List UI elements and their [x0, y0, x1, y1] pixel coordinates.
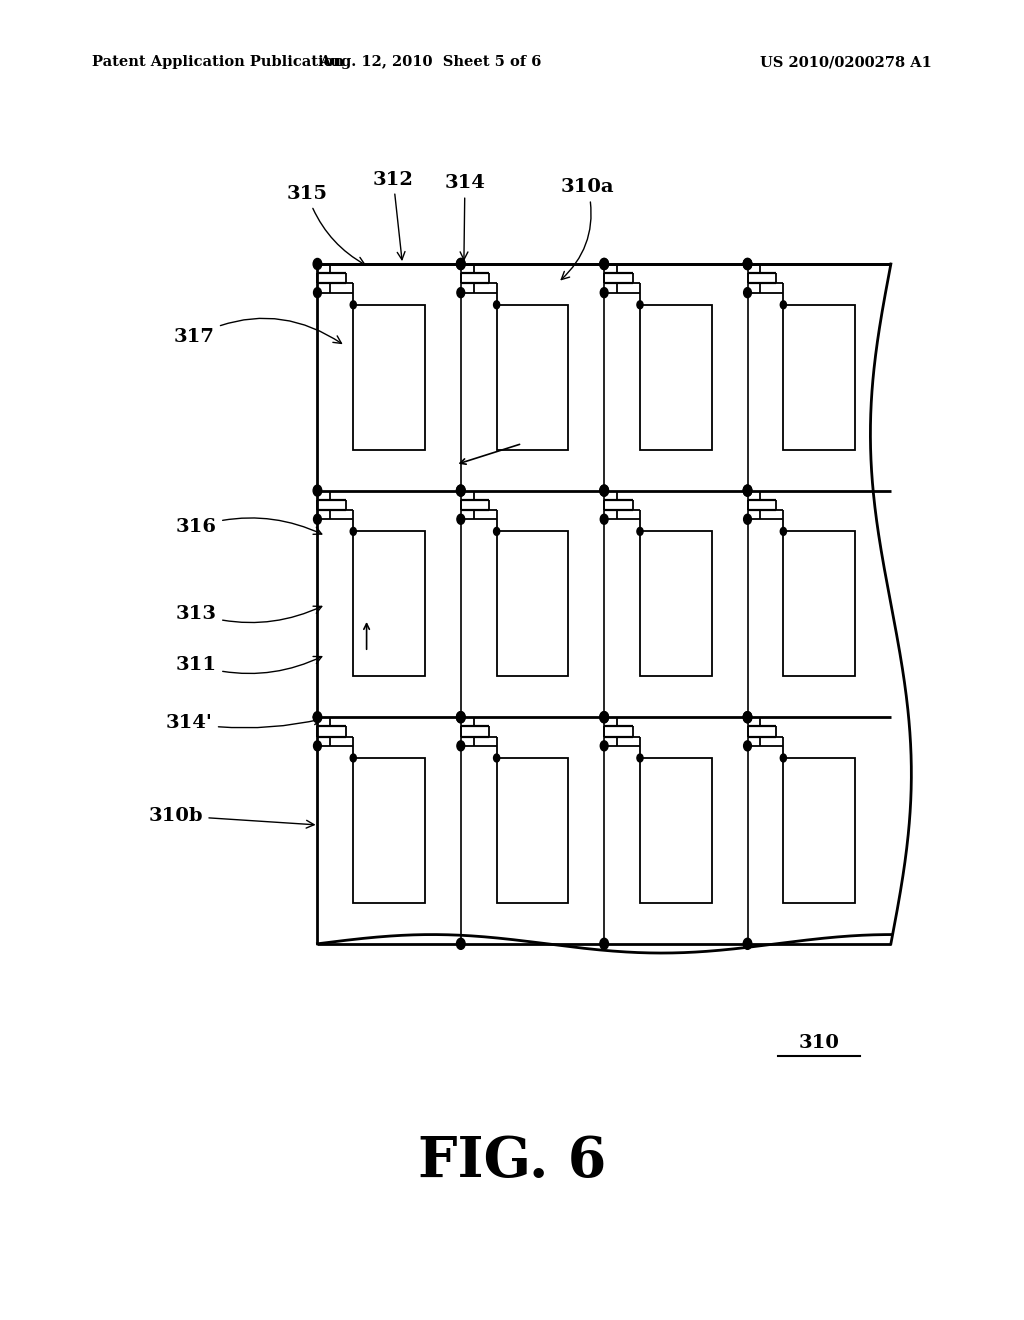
Circle shape: [350, 301, 356, 309]
Circle shape: [313, 741, 322, 751]
Text: 310b: 310b: [148, 807, 314, 828]
Circle shape: [313, 288, 322, 297]
Text: 310a: 310a: [561, 178, 614, 280]
Circle shape: [743, 515, 752, 524]
Circle shape: [780, 754, 786, 762]
Circle shape: [600, 288, 608, 297]
Text: FIG. 6: FIG. 6: [418, 1134, 606, 1189]
Text: 315: 315: [287, 185, 365, 264]
Bar: [353, 532, 425, 676]
Circle shape: [743, 939, 752, 949]
Circle shape: [600, 484, 608, 496]
Bar: [783, 305, 855, 450]
Circle shape: [600, 515, 608, 524]
Circle shape: [637, 528, 643, 536]
Circle shape: [457, 741, 465, 751]
Circle shape: [313, 259, 322, 269]
Bar: [640, 758, 712, 903]
Circle shape: [457, 259, 465, 269]
Circle shape: [457, 711, 465, 723]
Circle shape: [780, 301, 786, 309]
Circle shape: [780, 528, 786, 536]
Text: 313: 313: [176, 605, 322, 623]
Circle shape: [457, 484, 465, 496]
Circle shape: [600, 259, 608, 269]
Circle shape: [743, 259, 752, 269]
Circle shape: [600, 711, 608, 723]
Text: 317: 317: [174, 318, 341, 346]
Circle shape: [743, 259, 752, 269]
Circle shape: [743, 484, 752, 496]
Circle shape: [457, 288, 465, 297]
Circle shape: [494, 528, 500, 536]
Circle shape: [457, 939, 465, 949]
Circle shape: [313, 515, 322, 524]
Circle shape: [313, 484, 322, 496]
Text: 311: 311: [176, 656, 322, 675]
Bar: [783, 532, 855, 676]
Circle shape: [457, 711, 465, 723]
Text: 314: 314: [444, 174, 485, 260]
Circle shape: [637, 301, 643, 309]
Circle shape: [743, 288, 752, 297]
Circle shape: [600, 484, 608, 496]
Circle shape: [743, 711, 752, 723]
Circle shape: [600, 711, 608, 723]
Circle shape: [743, 711, 752, 723]
Text: 310: 310: [799, 1034, 840, 1052]
Text: Aug. 12, 2010  Sheet 5 of 6: Aug. 12, 2010 Sheet 5 of 6: [318, 55, 542, 69]
Text: 314': 314': [166, 714, 322, 733]
Circle shape: [457, 484, 465, 496]
Circle shape: [600, 741, 608, 751]
Bar: [497, 758, 568, 903]
Bar: [783, 758, 855, 903]
Circle shape: [637, 754, 643, 762]
Bar: [640, 532, 712, 676]
Text: US 2010/0200278 A1: US 2010/0200278 A1: [760, 55, 932, 69]
Text: 316: 316: [176, 517, 322, 536]
Circle shape: [743, 484, 752, 496]
Circle shape: [350, 754, 356, 762]
Bar: [497, 532, 568, 676]
Bar: [353, 305, 425, 450]
Circle shape: [457, 515, 465, 524]
Circle shape: [350, 528, 356, 536]
Circle shape: [600, 259, 608, 269]
Circle shape: [457, 259, 465, 269]
Text: Patent Application Publication: Patent Application Publication: [92, 55, 344, 69]
Bar: [640, 305, 712, 450]
Bar: [353, 758, 425, 903]
Circle shape: [494, 301, 500, 309]
Text: 312: 312: [373, 170, 414, 260]
Circle shape: [743, 741, 752, 751]
Circle shape: [313, 711, 322, 723]
Bar: [497, 305, 568, 450]
Circle shape: [600, 939, 608, 949]
Circle shape: [494, 754, 500, 762]
